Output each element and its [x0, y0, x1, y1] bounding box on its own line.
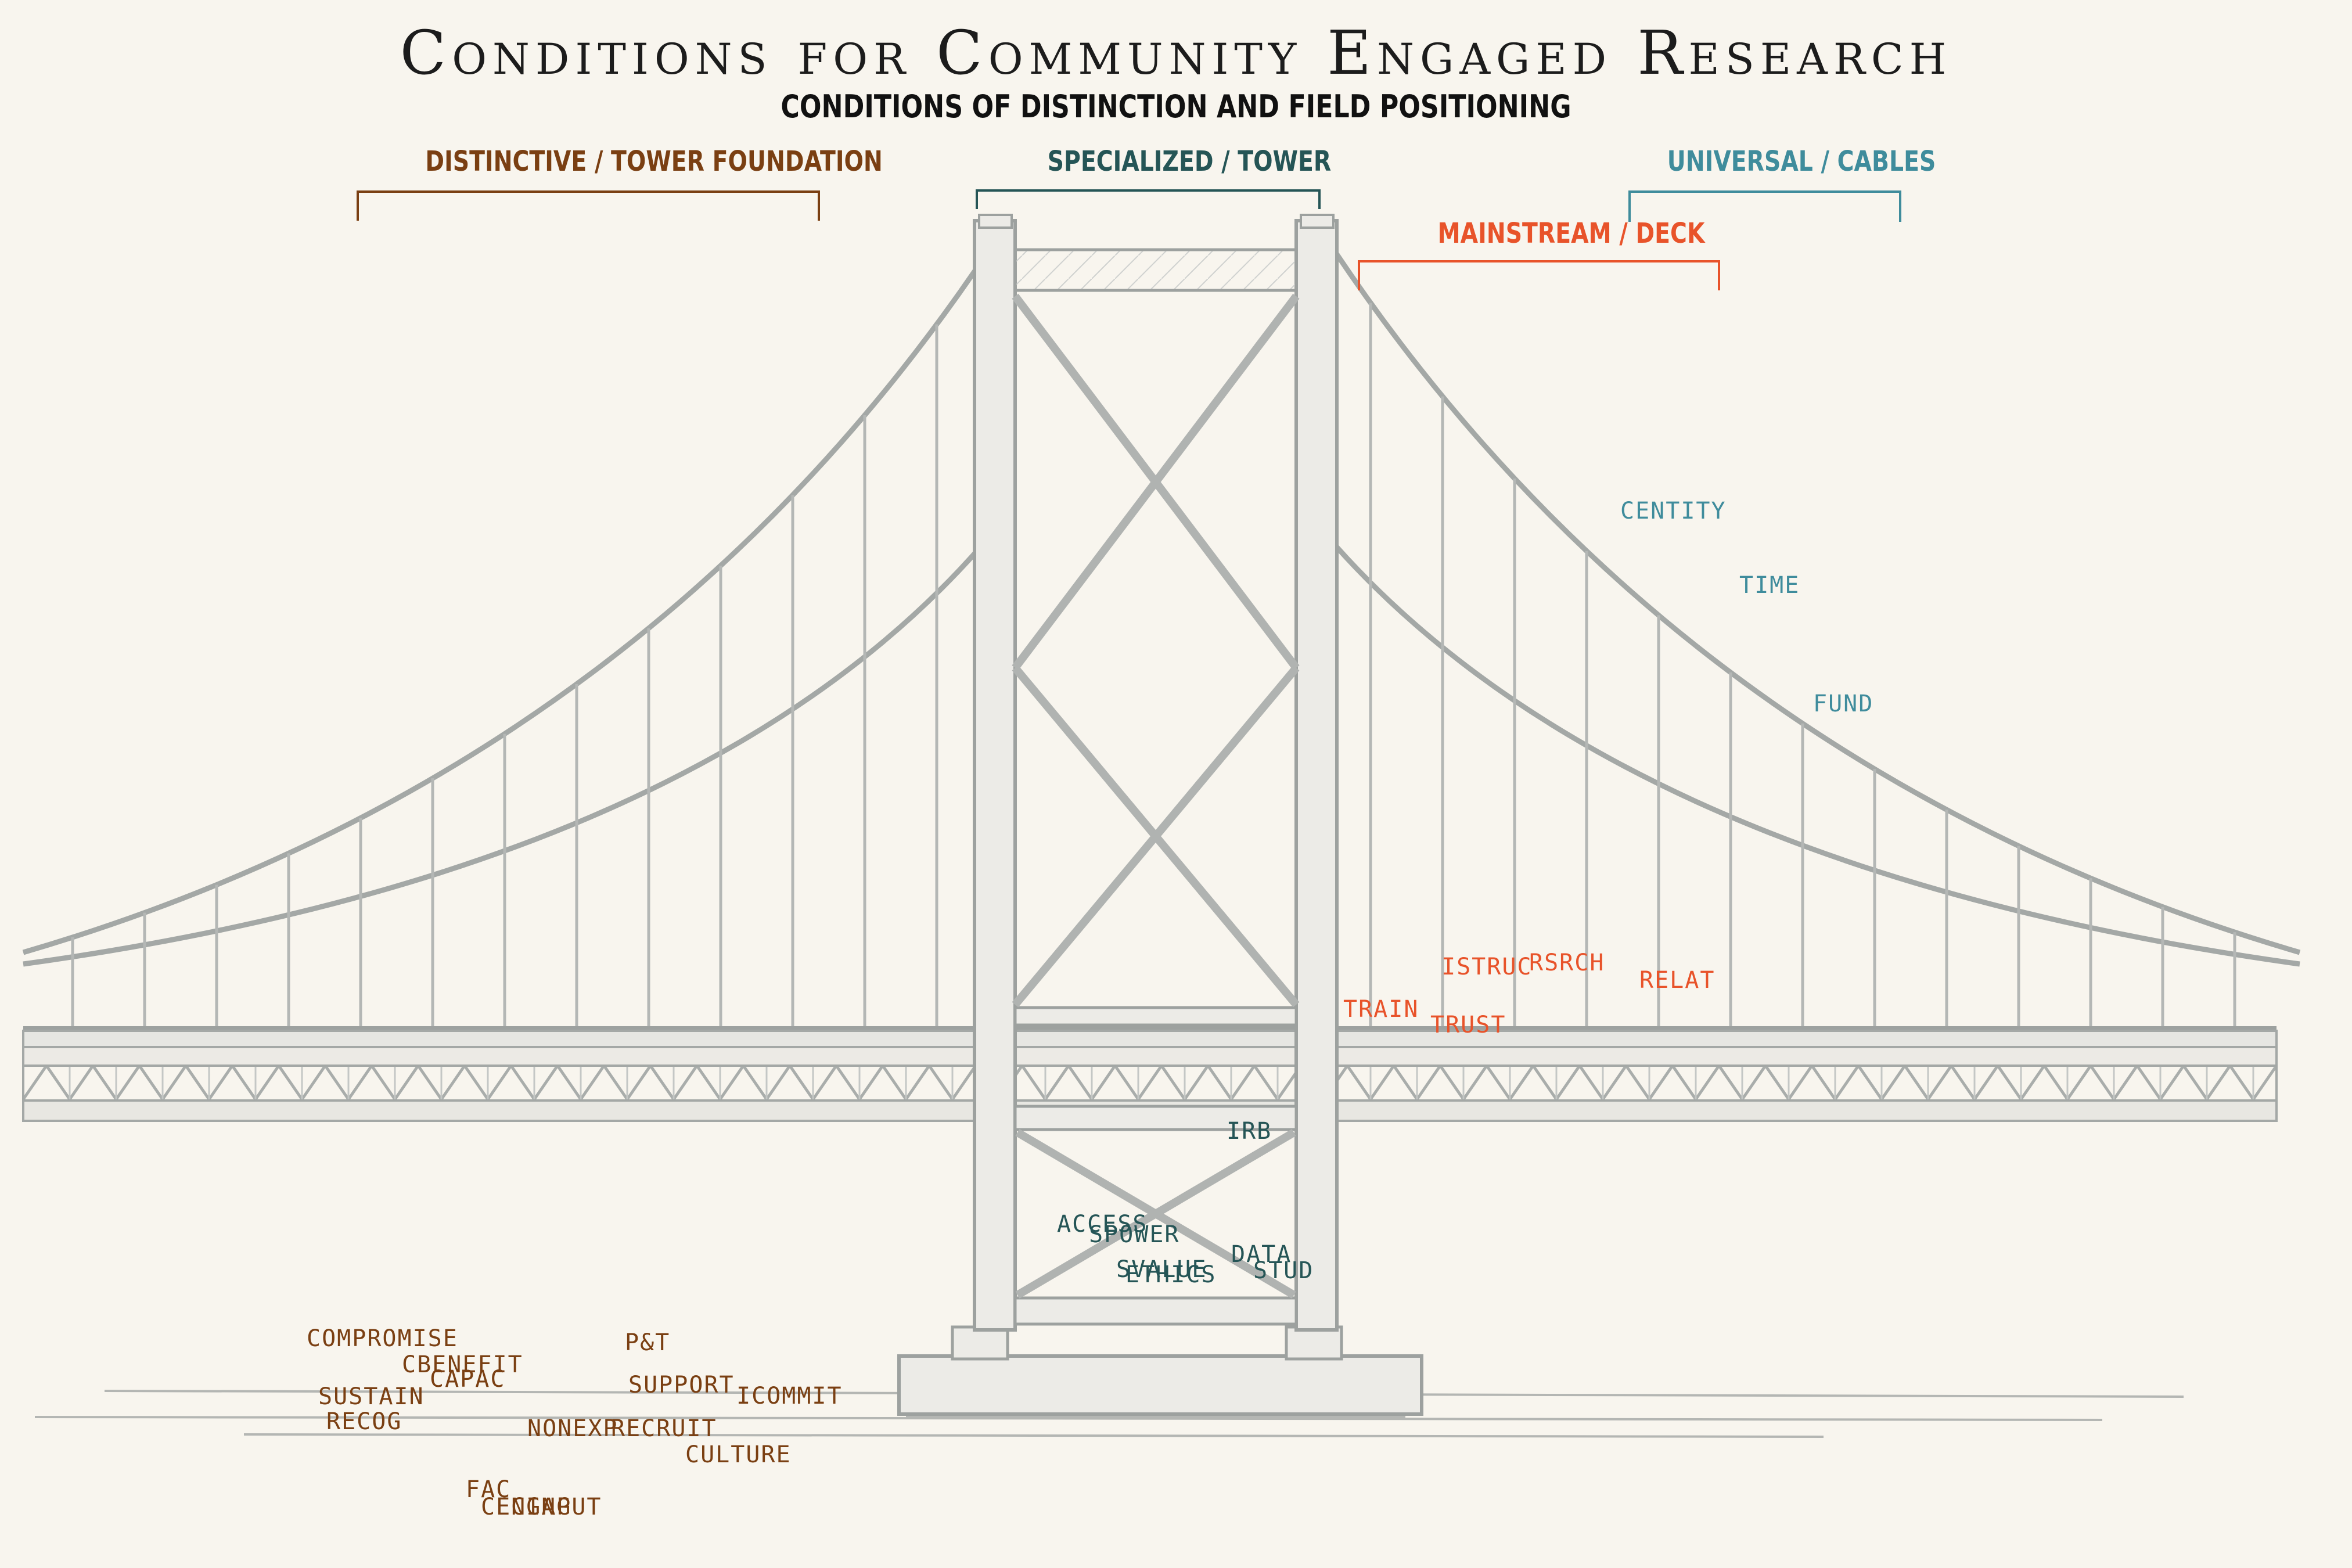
term-label: CULTURE: [685, 1441, 792, 1468]
mainstream-group-label: MAINSTREAM / DECK: [1437, 217, 1705, 250]
universal-bracket: [1628, 190, 1901, 222]
term-label: ICOMMIT: [736, 1383, 843, 1409]
term-label: FUND: [1813, 691, 1874, 717]
term-label: CBENEFIT: [402, 1351, 523, 1378]
term-label: CAPAC: [430, 1366, 506, 1393]
main-cables: [22, 251, 2301, 967]
term-label: RELAT: [1639, 967, 1716, 994]
suspender-cables: [71, 303, 2236, 1031]
universal-group-label: UNIVERSAL / CABLES: [1667, 145, 1936, 178]
bridge-tower: [897, 214, 1423, 1416]
term-label: RSRCH: [1529, 950, 1605, 976]
term-label: TIME: [1739, 572, 1800, 599]
term-label: RECRUIT: [611, 1415, 717, 1442]
term-label: TRAIN: [1343, 996, 1419, 1023]
specialized-bracket: [976, 189, 1321, 209]
bridge-deck: [22, 1026, 2278, 1122]
term-label: COMPROMISE: [307, 1325, 458, 1352]
term-label: SUSTAIN: [318, 1383, 425, 1410]
term-label: ACCESS: [1057, 1211, 1148, 1238]
group-brackets: [357, 189, 1901, 290]
term-label: SPOWER: [1089, 1221, 1180, 1248]
term-label: CENGAG: [481, 1494, 572, 1520]
term-label: DATA: [1231, 1241, 1292, 1268]
term-label: NONEXP: [527, 1415, 618, 1442]
term-label: CINPUT: [511, 1494, 602, 1520]
term-label: CENTITY: [1620, 498, 1727, 524]
term-label: IRB: [1227, 1118, 1272, 1145]
term-label: RECOG: [326, 1408, 402, 1435]
term-label: ISTRUC: [1441, 954, 1533, 980]
term-label: P&T: [625, 1329, 671, 1356]
distinctive-group-label: DISTINCTIVE / TOWER FOUNDATION: [425, 145, 883, 178]
term-label: ETHICS: [1125, 1261, 1217, 1288]
page-subtitle: CONDITIONS OF DISTINCTION AND FIELD POSI…: [781, 88, 1571, 125]
term-label: SUPPORT: [628, 1372, 735, 1398]
term-label: FAC: [466, 1476, 512, 1503]
specialized-group-label: SPECIALIZED / TOWER: [1047, 145, 1332, 178]
term-label: STUD: [1253, 1257, 1314, 1284]
term-label: TRUST: [1430, 1012, 1506, 1038]
page-title: Conditions for Community Engaged Researc…: [400, 17, 1952, 88]
mainstream-bracket: [1358, 260, 1720, 290]
term-label: SVALUE: [1116, 1256, 1207, 1283]
distinctive-bracket: [357, 190, 820, 221]
